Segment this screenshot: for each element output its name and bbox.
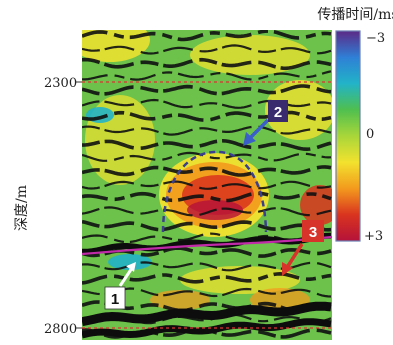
wiggle-band xyxy=(82,180,332,190)
annotation-3-box xyxy=(302,220,324,242)
annotation-1-box xyxy=(104,286,126,310)
strong-reflector-band xyxy=(82,301,332,327)
wiggle-band xyxy=(82,206,332,217)
ytick-label-2300: 2300 xyxy=(44,76,77,91)
annotation-1-arrow xyxy=(118,267,134,287)
annotation-2-arrow xyxy=(248,118,270,140)
annotation-2-box xyxy=(268,100,288,122)
colorbar-tick-zero: 0 xyxy=(366,127,374,142)
wiggle-band xyxy=(82,165,332,177)
blob-yellow-top-left xyxy=(82,30,150,62)
ytick-label-2800: 2800 xyxy=(44,322,77,337)
wiggle-band xyxy=(82,271,332,285)
colorbar-title: 传播时间/ms xyxy=(317,7,393,23)
wiggle-band xyxy=(82,70,332,81)
annotation-1-arrowhead xyxy=(126,262,136,272)
seismic-plot-area xyxy=(82,30,332,340)
y-axis-label: 深度/m xyxy=(14,185,30,231)
annotation-3-arrowhead xyxy=(282,262,293,276)
colorbar-tick-min: −3 xyxy=(366,31,385,46)
blob-yellow-right xyxy=(265,80,332,140)
wiggle-band xyxy=(82,191,332,203)
wiggle-band xyxy=(82,138,332,152)
blob-yellow-top xyxy=(190,35,310,75)
wiggle-band xyxy=(82,30,332,42)
colorbar-tick-max: +3 xyxy=(364,229,383,244)
annotation-2-label: 2 xyxy=(274,104,282,121)
wiggle-band xyxy=(82,84,332,96)
seismic-wiggle-traces xyxy=(82,30,332,339)
blob-red-right xyxy=(300,185,332,225)
wiggle-band xyxy=(82,151,332,162)
wiggle-band xyxy=(82,98,332,109)
annotation-1-label: 1 xyxy=(111,291,119,308)
strong-reflector-band xyxy=(82,318,332,339)
blob-cyan-low xyxy=(108,254,152,270)
colorbar xyxy=(335,30,361,242)
annotation-3-label: 3 xyxy=(309,224,317,241)
annotation-3-arrow xyxy=(286,243,304,267)
wiggle-band xyxy=(82,110,332,122)
wiggle-band xyxy=(82,125,332,136)
wiggle-band xyxy=(82,57,332,71)
annotation-2-arrowhead xyxy=(243,132,256,146)
wiggle-band xyxy=(82,44,332,55)
wiggle-band xyxy=(82,219,332,232)
anomaly-dome-outline xyxy=(161,150,268,233)
